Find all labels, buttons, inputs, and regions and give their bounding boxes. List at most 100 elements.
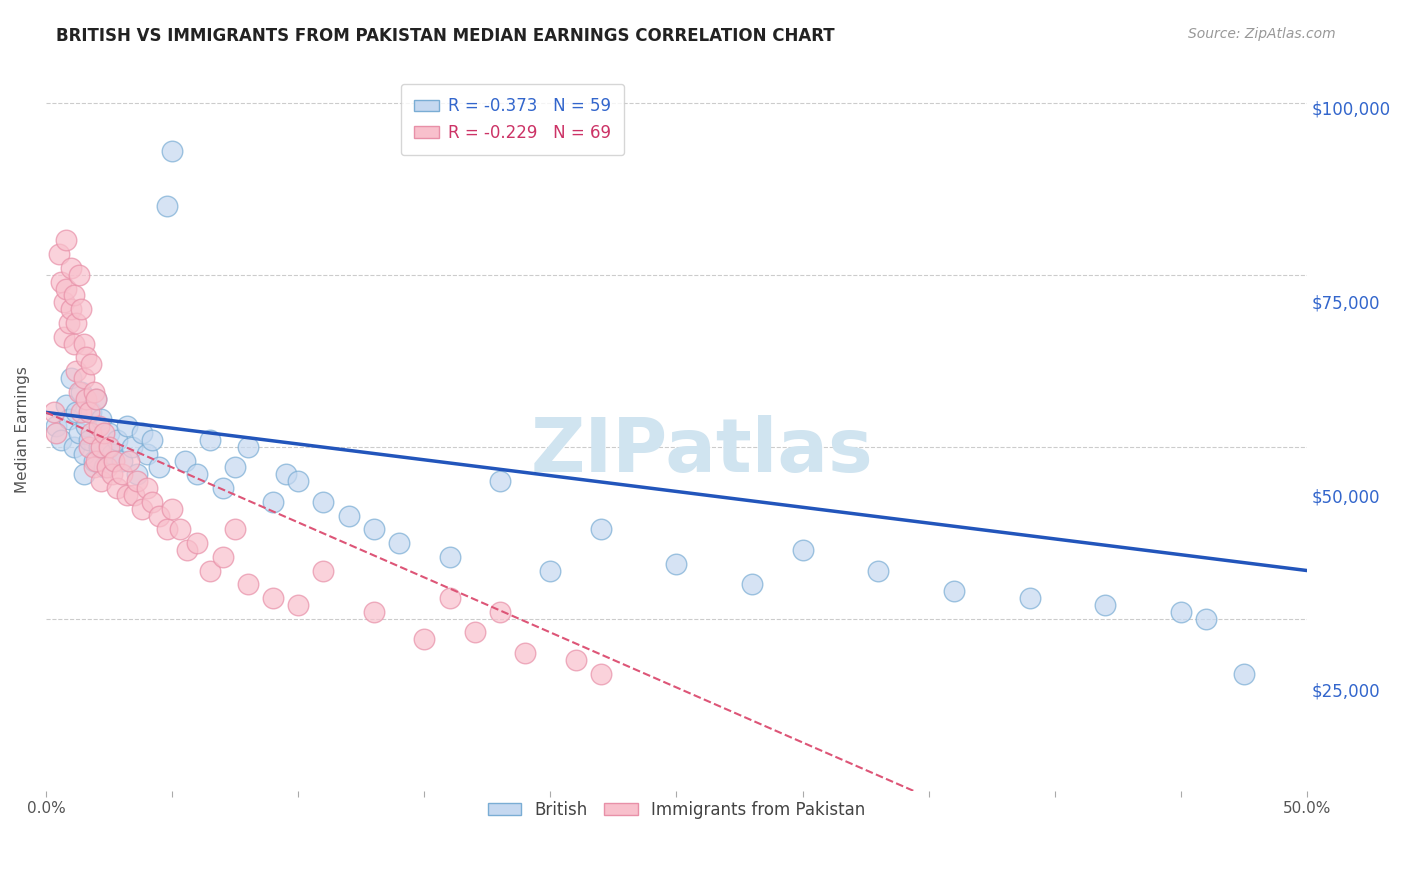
Text: ZIPatlas: ZIPatlas bbox=[530, 415, 873, 488]
Point bbox=[135, 447, 157, 461]
Point bbox=[70, 405, 93, 419]
Point bbox=[125, 474, 148, 488]
Point bbox=[489, 474, 512, 488]
Point bbox=[98, 425, 121, 440]
Point bbox=[198, 433, 221, 447]
Point bbox=[413, 632, 436, 647]
Point bbox=[75, 392, 97, 406]
Point bbox=[1170, 605, 1192, 619]
Point bbox=[75, 351, 97, 365]
Point bbox=[80, 357, 103, 371]
Point bbox=[741, 577, 763, 591]
Point bbox=[186, 536, 208, 550]
Point bbox=[62, 288, 84, 302]
Point bbox=[198, 564, 221, 578]
Point bbox=[73, 336, 96, 351]
Point bbox=[1094, 598, 1116, 612]
Point bbox=[73, 467, 96, 482]
Point bbox=[90, 440, 112, 454]
Point bbox=[1233, 666, 1256, 681]
Point bbox=[224, 460, 246, 475]
Point bbox=[77, 433, 100, 447]
Point bbox=[49, 433, 72, 447]
Point bbox=[363, 605, 385, 619]
Point bbox=[312, 564, 335, 578]
Point bbox=[100, 467, 122, 482]
Point bbox=[274, 467, 297, 482]
Point bbox=[589, 666, 612, 681]
Point bbox=[80, 405, 103, 419]
Point bbox=[489, 605, 512, 619]
Point bbox=[236, 577, 259, 591]
Point bbox=[312, 495, 335, 509]
Point bbox=[73, 447, 96, 461]
Point bbox=[93, 460, 115, 475]
Point bbox=[87, 419, 110, 434]
Point bbox=[121, 440, 143, 454]
Point bbox=[105, 481, 128, 495]
Point bbox=[118, 453, 141, 467]
Point bbox=[48, 247, 70, 261]
Point bbox=[86, 392, 108, 406]
Point bbox=[55, 282, 77, 296]
Point bbox=[65, 316, 87, 330]
Point bbox=[131, 425, 153, 440]
Point bbox=[90, 474, 112, 488]
Point bbox=[60, 260, 83, 275]
Point bbox=[55, 234, 77, 248]
Point bbox=[98, 440, 121, 454]
Point bbox=[173, 453, 195, 467]
Point bbox=[65, 405, 87, 419]
Point bbox=[60, 302, 83, 317]
Point bbox=[141, 433, 163, 447]
Point bbox=[103, 453, 125, 467]
Point bbox=[792, 542, 814, 557]
Point bbox=[55, 399, 77, 413]
Point bbox=[388, 536, 411, 550]
Point bbox=[73, 371, 96, 385]
Point bbox=[83, 384, 105, 399]
Point bbox=[86, 392, 108, 406]
Point bbox=[115, 419, 138, 434]
Point bbox=[80, 425, 103, 440]
Point bbox=[62, 336, 84, 351]
Point bbox=[77, 440, 100, 454]
Point bbox=[337, 508, 360, 523]
Point bbox=[86, 453, 108, 467]
Point bbox=[93, 425, 115, 440]
Point bbox=[58, 412, 80, 426]
Point bbox=[439, 549, 461, 564]
Point bbox=[439, 591, 461, 605]
Y-axis label: Median Earnings: Median Earnings bbox=[15, 366, 30, 493]
Point bbox=[1018, 591, 1040, 605]
Point bbox=[148, 460, 170, 475]
Point bbox=[186, 467, 208, 482]
Point bbox=[83, 453, 105, 467]
Point bbox=[287, 598, 309, 612]
Point bbox=[262, 495, 284, 509]
Point bbox=[868, 564, 890, 578]
Point bbox=[176, 542, 198, 557]
Point bbox=[105, 433, 128, 447]
Point bbox=[148, 508, 170, 523]
Point bbox=[236, 440, 259, 454]
Point bbox=[515, 646, 537, 660]
Point bbox=[52, 295, 75, 310]
Text: Source: ZipAtlas.com: Source: ZipAtlas.com bbox=[1188, 27, 1336, 41]
Point bbox=[100, 447, 122, 461]
Point bbox=[363, 522, 385, 536]
Point bbox=[224, 522, 246, 536]
Point bbox=[131, 501, 153, 516]
Point bbox=[62, 440, 84, 454]
Point bbox=[83, 460, 105, 475]
Point bbox=[67, 268, 90, 282]
Point bbox=[111, 453, 134, 467]
Point bbox=[125, 467, 148, 482]
Point bbox=[160, 501, 183, 516]
Point bbox=[942, 584, 965, 599]
Point bbox=[67, 425, 90, 440]
Point bbox=[42, 405, 65, 419]
Point bbox=[60, 371, 83, 385]
Point bbox=[156, 522, 179, 536]
Point bbox=[58, 316, 80, 330]
